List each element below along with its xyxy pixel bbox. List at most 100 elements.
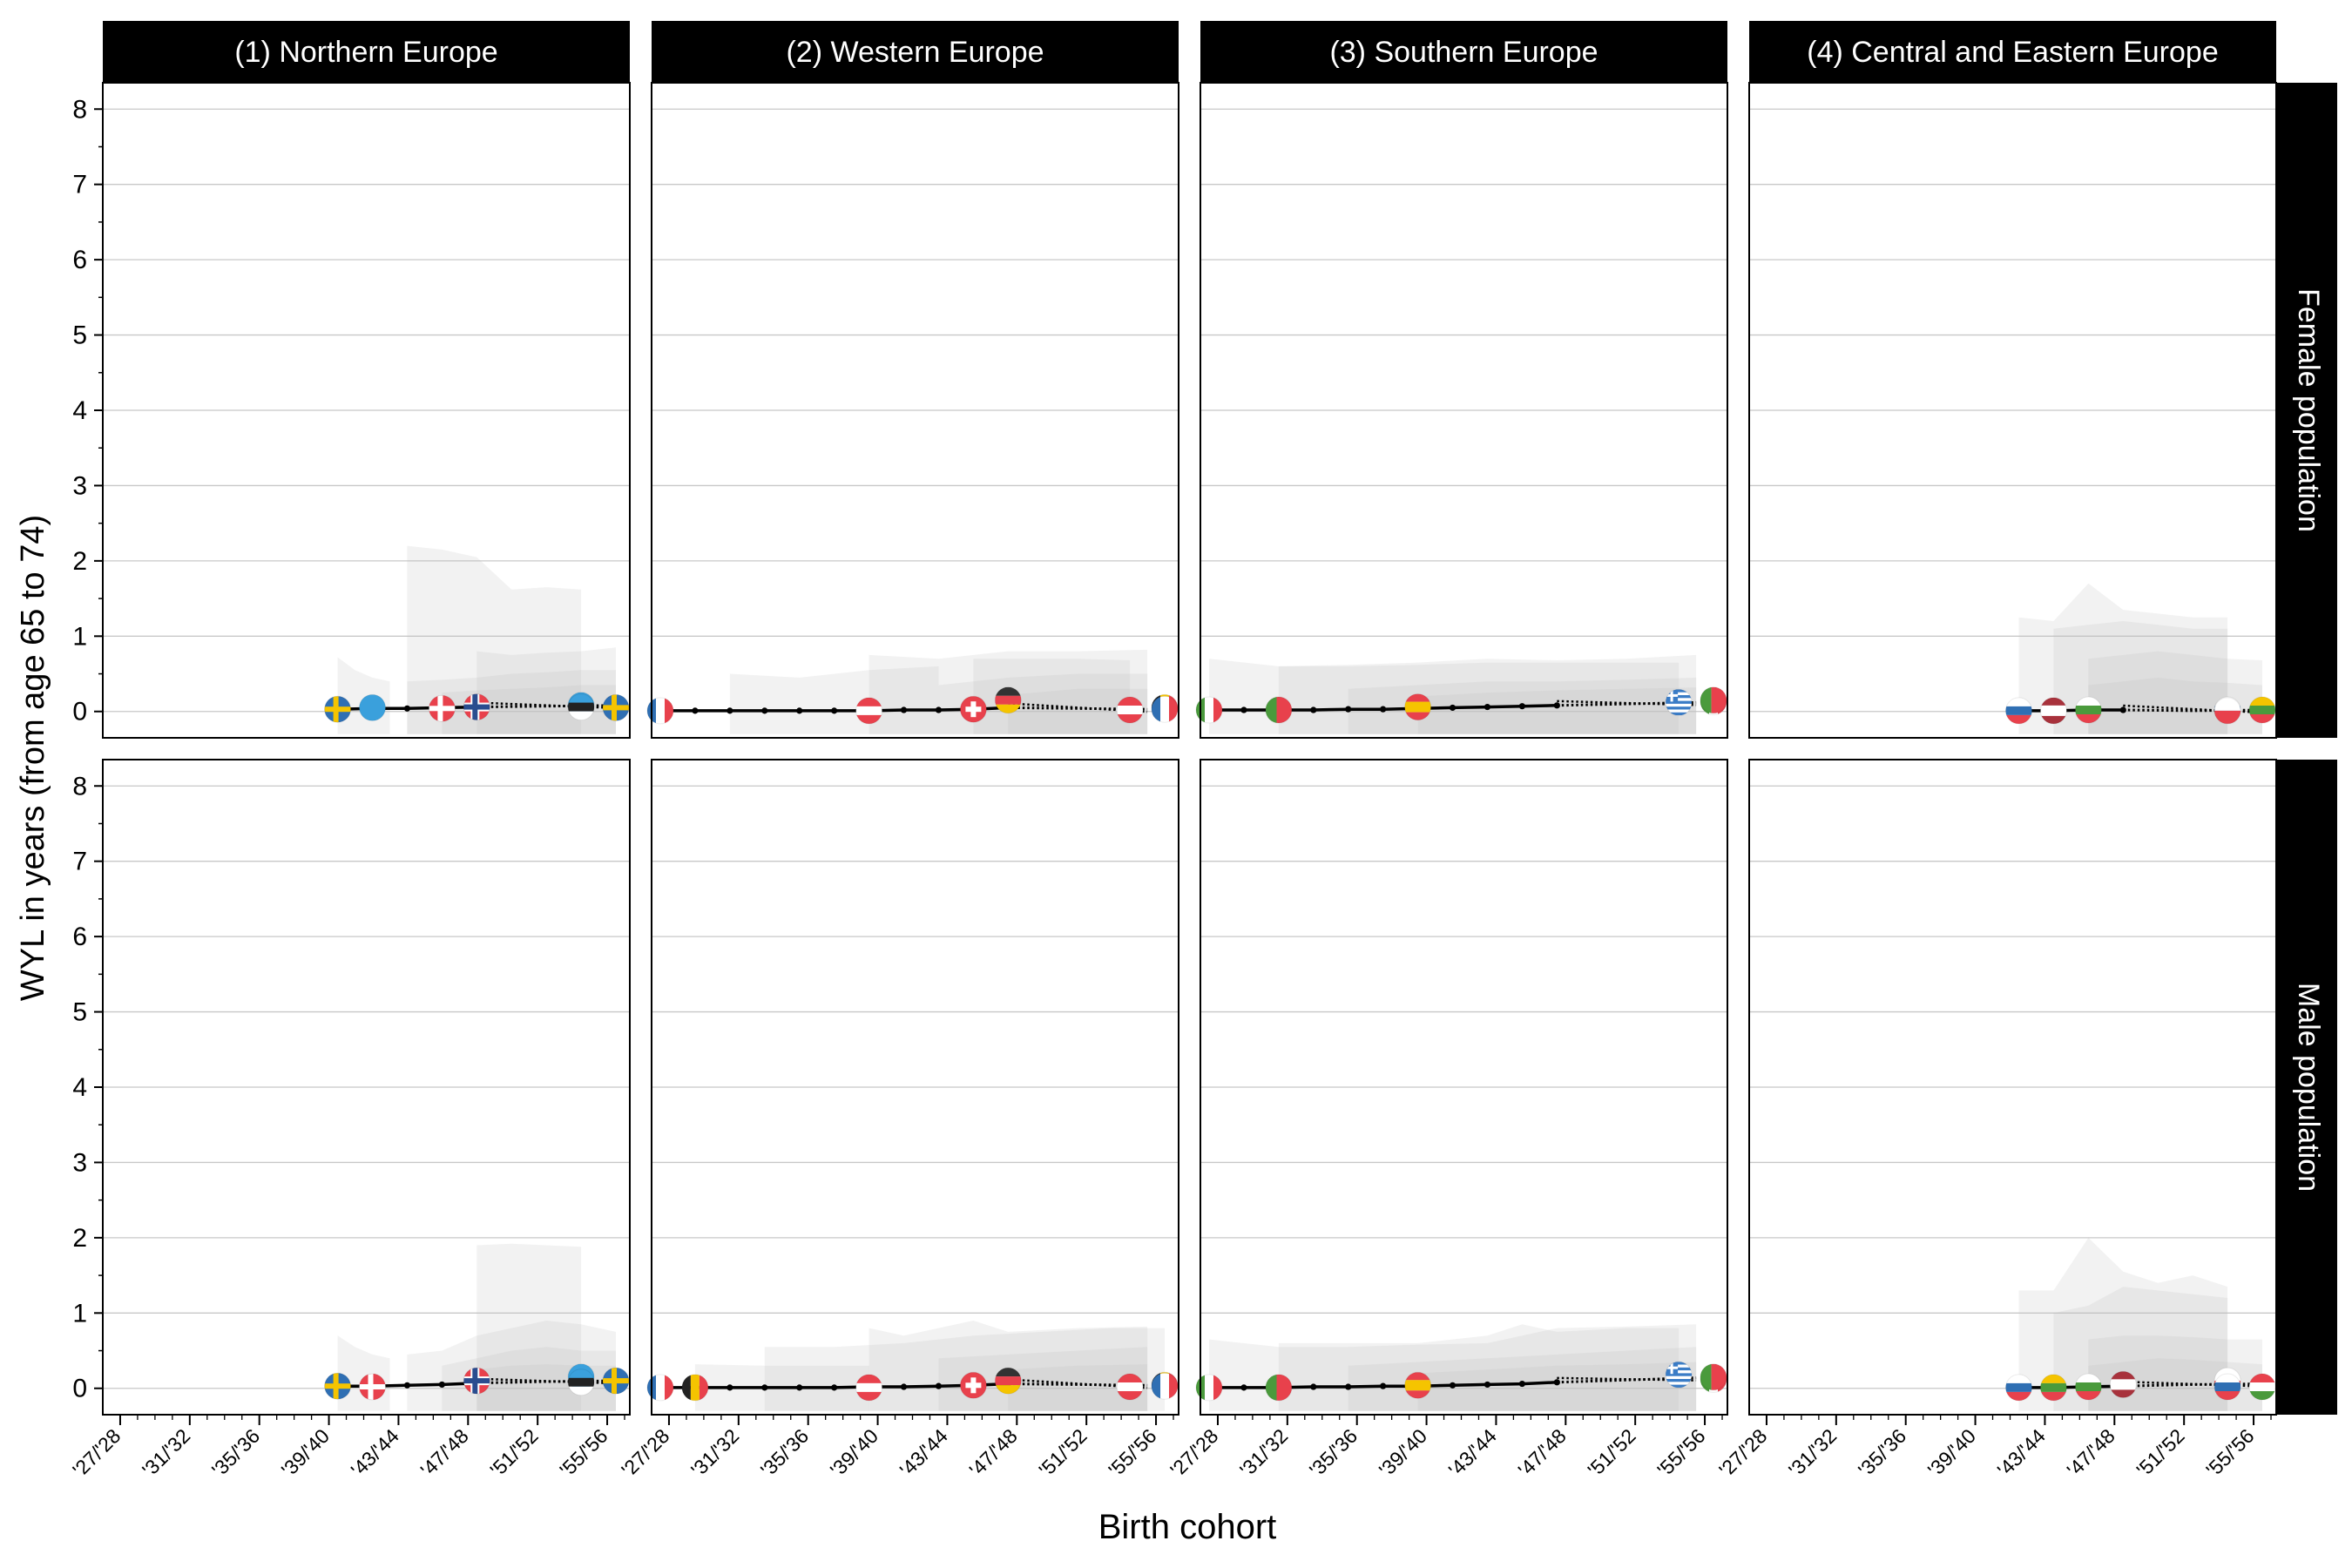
flag-hungary xyxy=(2248,1373,2276,1401)
flag-belgium xyxy=(681,1374,709,1402)
flag-sweden xyxy=(324,695,352,723)
flag-finland xyxy=(359,693,386,721)
interval-band xyxy=(1209,1324,1697,1411)
facet-strips: (1) Northern Europe (2) Western Europe (3)… xyxy=(103,21,2337,1415)
row-strip xyxy=(2276,760,2337,1415)
x-tick-label: '27/'28 xyxy=(68,1424,125,1481)
y-tick-label: 3 xyxy=(72,471,87,500)
flag-lithuania xyxy=(2039,1374,2067,1402)
interval-band xyxy=(1348,1347,1697,1411)
data-point xyxy=(727,1384,733,1391)
y-tick-label: 4 xyxy=(72,396,87,425)
x-tick-label: '39/'40 xyxy=(826,1424,882,1481)
interval-band xyxy=(407,670,616,734)
x-tick-label: '31/'32 xyxy=(1784,1424,1841,1481)
x-tick-label: '35/'36 xyxy=(1854,1424,1910,1481)
flag-denmark xyxy=(428,694,456,722)
data-point xyxy=(1449,1382,1456,1389)
interval-band xyxy=(407,1321,616,1411)
flag-austria xyxy=(1116,1373,1144,1401)
interval-band xyxy=(1417,687,1697,734)
data-point xyxy=(727,707,733,714)
x-tick-label: '55/'56 xyxy=(555,1424,612,1481)
data-point xyxy=(1240,1384,1247,1391)
x-tick-label: '43/'44 xyxy=(347,1424,403,1481)
data-point xyxy=(1380,706,1387,713)
flag-greece xyxy=(1665,688,1693,716)
flag-slovenia xyxy=(2213,1373,2241,1401)
data-point xyxy=(403,1382,411,1389)
interval-band xyxy=(1008,1364,1148,1411)
data-point xyxy=(935,1382,943,1389)
interval-band xyxy=(2018,1237,2228,1411)
flag-poland xyxy=(2213,697,2241,725)
x-tick-label: '43/'44 xyxy=(896,1424,952,1481)
flag-estonia xyxy=(567,1369,595,1396)
y-tick-label: 8 xyxy=(72,772,87,801)
flag-portugal xyxy=(1265,1374,1293,1402)
x-tick-label: '55/'56 xyxy=(1104,1424,1160,1481)
flag-austria xyxy=(855,697,883,725)
panel-2-3 xyxy=(1195,759,1728,1416)
flag-slovenia xyxy=(2005,1374,2032,1402)
x-tick-label: '47/'48 xyxy=(1514,1424,1571,1481)
interval-band xyxy=(973,659,1131,734)
x-tick-label: '35/'36 xyxy=(1305,1424,1362,1481)
panel-1-2 xyxy=(646,82,1179,739)
panel-1-1 xyxy=(102,82,631,739)
flag-norway xyxy=(463,693,490,721)
y-tick-label: 8 xyxy=(72,95,87,124)
data-point xyxy=(1449,704,1456,712)
interval-band xyxy=(476,1243,582,1411)
flag-norway xyxy=(463,1367,490,1395)
data-point xyxy=(403,705,411,712)
flag-france xyxy=(1151,1372,1179,1400)
x-tick-label: '27/'28 xyxy=(1714,1424,1771,1481)
data-point xyxy=(761,707,768,714)
panel-2-4 xyxy=(1748,759,2277,1416)
y-tick-label: 5 xyxy=(72,321,87,350)
column-strip xyxy=(103,21,630,83)
trend-line xyxy=(2018,1384,2124,1389)
flag-slovenia xyxy=(2005,697,2032,725)
flag-bulgaria xyxy=(2074,1373,2102,1401)
interval-band xyxy=(938,673,1148,734)
flag-switzerland xyxy=(959,1371,987,1399)
y-tick-label: 0 xyxy=(72,1375,87,1403)
flag-switzerland xyxy=(959,695,987,723)
panel-border xyxy=(651,759,1179,1416)
row-strip xyxy=(2276,83,2337,738)
column-strip-label: (1) Northern Europe xyxy=(234,36,497,69)
y-axis-title: WYL in years (from age 65 to 74) xyxy=(15,515,51,1001)
x-tick-label: '47/'48 xyxy=(2063,1424,2119,1481)
x-tick-label: '31/'32 xyxy=(138,1424,194,1481)
data-point xyxy=(796,1384,803,1391)
interval-band xyxy=(1209,654,1697,734)
data-point xyxy=(900,706,908,713)
panel-2-1 xyxy=(102,759,631,1416)
y-tick-label: 6 xyxy=(72,923,87,951)
data-point xyxy=(831,707,838,714)
data-point xyxy=(1240,706,1247,713)
x-tick-label: '39/'40 xyxy=(1923,1424,1980,1481)
x-tick-label: '27/'28 xyxy=(1166,1424,1222,1481)
flag-portugal xyxy=(1265,696,1293,724)
panel-1-4 xyxy=(1748,82,2277,739)
panels xyxy=(102,82,2277,1416)
row-strip-label: Female population xyxy=(2292,288,2325,532)
y-tick-label: 7 xyxy=(72,848,87,876)
y-tick-label: 2 xyxy=(72,1224,87,1253)
interval-band xyxy=(476,1364,616,1411)
flag-portugal xyxy=(1700,686,1727,714)
flag-sweden xyxy=(324,1372,352,1400)
x-tick-label: '51/'52 xyxy=(2132,1424,2188,1481)
data-point xyxy=(761,1384,768,1391)
y-tick-label: 6 xyxy=(72,246,87,274)
x-tick-label: '47/'48 xyxy=(416,1424,473,1481)
flag-sweden xyxy=(602,1367,630,1395)
y-tick-label: 2 xyxy=(72,547,87,576)
data-point xyxy=(438,1381,445,1389)
panel-2-2 xyxy=(646,759,1179,1416)
y-tick-label: 1 xyxy=(72,622,87,651)
